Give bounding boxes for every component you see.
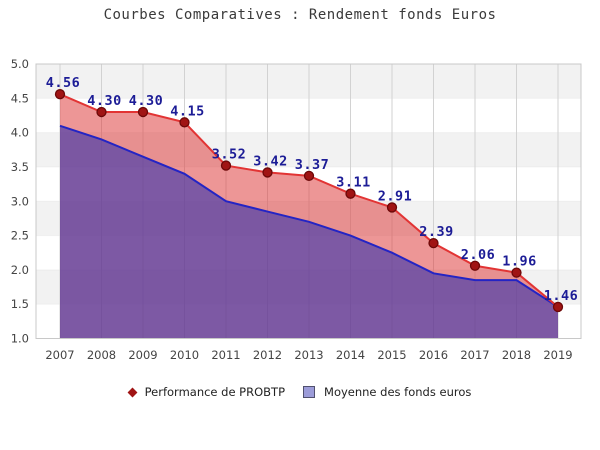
square-icon: [303, 386, 316, 398]
data-point-label: 4.30: [87, 93, 122, 109]
data-point-label: 1.46: [544, 288, 579, 304]
data-point-marker: [303, 170, 315, 182]
x-tick-label: 2010: [170, 348, 199, 362]
data-point-label: 4.56: [46, 75, 81, 91]
data-point-marker: [386, 202, 398, 213]
legend: Performance de PROBTP Moyenne des fonds …: [0, 385, 600, 399]
y-tick-label: 3.0: [11, 194, 29, 208]
data-point-label: 3.11: [336, 175, 371, 191]
data-point-label: 1.96: [502, 254, 537, 270]
data-point-marker: [96, 106, 107, 118]
x-tick-label: 2008: [87, 348, 116, 362]
chart-title: Courbes Comparatives : Rendement fonds E…: [103, 7, 497, 23]
data-point-label: 2.39: [419, 224, 454, 240]
x-tick-label: 2016: [419, 348, 448, 362]
data-point-marker: [511, 267, 522, 278]
data-point-label: 2.91: [378, 188, 413, 204]
y-tick-label: 5.0: [11, 57, 29, 71]
legend-item: Moyenne des fonds euros: [303, 385, 471, 399]
data-point-marker: [469, 260, 481, 271]
data-point-marker: [552, 301, 564, 313]
line-moyenne: [59, 124, 559, 308]
legend-item-label: Moyenne des fonds euros: [324, 385, 472, 399]
plot-border: [35, 63, 582, 339]
data-point-marker: [345, 188, 356, 199]
legend-item: Performance de PROBTP: [127, 385, 286, 399]
data-point-label: 2.06: [461, 247, 496, 263]
data-point-marker: [54, 89, 66, 100]
x-tick-label: 2013: [294, 348, 323, 362]
x-tick-label: 2007: [45, 348, 74, 362]
area-moyenne: [60, 125, 558, 339]
y-tick-label: 2.5: [11, 229, 29, 243]
data-point-label: 3.37: [295, 157, 330, 173]
data-point-label: 4.30: [129, 93, 164, 109]
y-tick-label: 2.0: [11, 263, 29, 277]
x-tick-label: 2012: [253, 348, 282, 362]
x-tick-label: 2018: [502, 348, 531, 362]
data-point-marker: [220, 160, 232, 171]
x-tick-label: 2011: [211, 348, 240, 362]
data-point-marker: [179, 117, 190, 128]
legend-item-label: Performance de PROBTP: [144, 385, 286, 399]
y-tick-label: 4.0: [11, 126, 29, 140]
x-tick-label: 2019: [543, 348, 572, 362]
x-tick-label: 2009: [128, 348, 157, 362]
area-probtp: [60, 94, 558, 307]
y-tick-label: 1.0: [11, 332, 29, 346]
data-point-marker: [137, 106, 149, 118]
x-tick-label: 2015: [377, 348, 406, 362]
y-tick-label: 3.5: [11, 160, 29, 174]
data-point-marker: [262, 167, 273, 178]
data-point-marker: [428, 237, 439, 249]
y-tick-label: 1.5: [11, 297, 29, 311]
data-point-label: 4.15: [170, 103, 205, 119]
x-tick-label: 2014: [336, 348, 365, 362]
diamond-icon: [127, 387, 138, 397]
y-tick-label: 4.5: [11, 91, 29, 105]
data-point-label: 3.42: [253, 153, 288, 169]
x-tick-label: 2017: [460, 348, 489, 362]
data-point-label: 3.52: [212, 147, 247, 163]
